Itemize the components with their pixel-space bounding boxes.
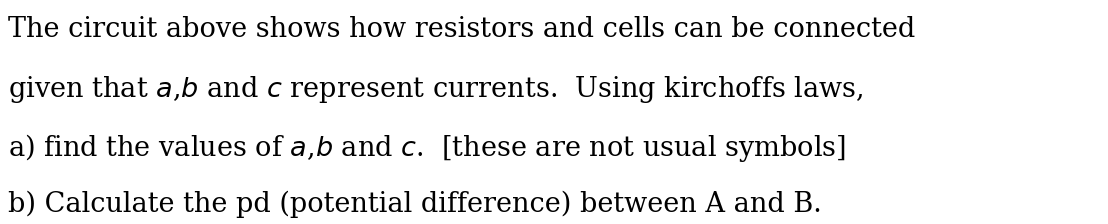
Text: given that $a$,$b$ and $c$ represent currents.  Using kirchoffs laws,: given that $a$,$b$ and $c$ represent cur… (8, 74, 863, 105)
Text: b) Calculate the pd (potential difference) between A and B.: b) Calculate the pd (potential differenc… (8, 190, 821, 218)
Text: The circuit above shows how resistors and cells can be connected: The circuit above shows how resistors an… (8, 16, 915, 43)
Text: a) find the values of $a$,$b$ and $c$.  [these are not usual symbols]: a) find the values of $a$,$b$ and $c$. [… (8, 132, 845, 164)
